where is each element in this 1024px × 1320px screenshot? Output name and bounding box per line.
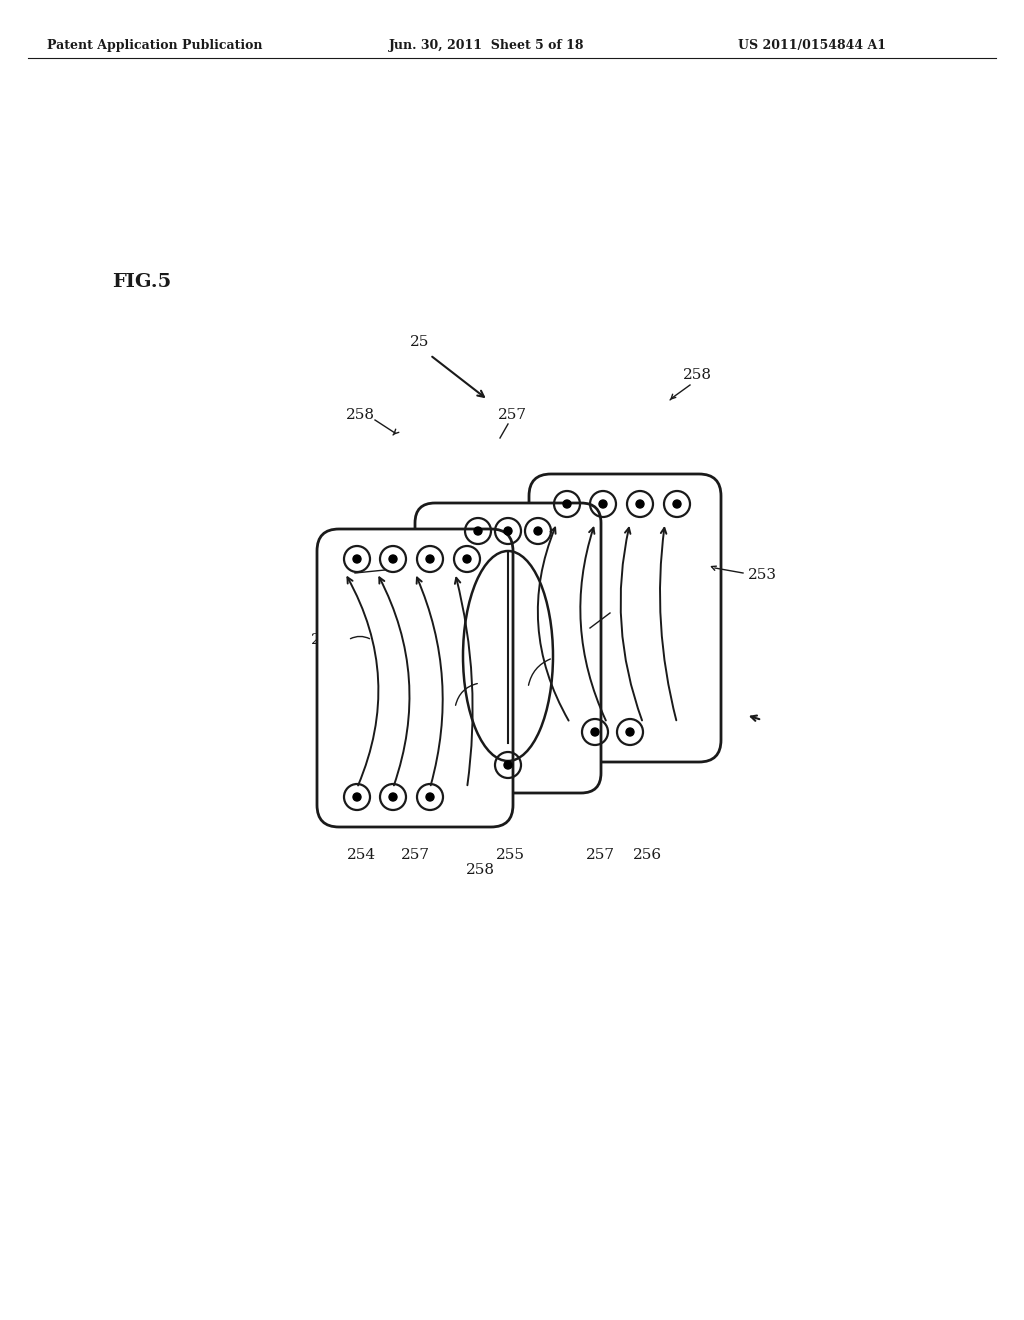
Text: US 2011/0154844 A1: US 2011/0154844 A1 — [738, 38, 886, 51]
Circle shape — [636, 500, 644, 508]
Circle shape — [534, 527, 542, 535]
Text: 251: 251 — [311, 634, 340, 647]
Text: 25: 25 — [411, 335, 430, 348]
Text: 253: 253 — [748, 568, 777, 582]
Circle shape — [591, 729, 599, 737]
FancyBboxPatch shape — [529, 474, 721, 762]
Text: 255: 255 — [496, 847, 524, 862]
Circle shape — [463, 554, 471, 564]
Circle shape — [426, 554, 434, 564]
Text: 254: 254 — [347, 847, 377, 862]
Circle shape — [389, 554, 397, 564]
Text: 257: 257 — [586, 847, 614, 862]
Circle shape — [353, 793, 361, 801]
FancyBboxPatch shape — [415, 503, 601, 793]
Circle shape — [563, 500, 571, 508]
Circle shape — [504, 527, 512, 535]
Circle shape — [504, 762, 512, 770]
Text: 258: 258 — [345, 408, 375, 422]
Circle shape — [426, 793, 434, 801]
Circle shape — [673, 500, 681, 508]
Circle shape — [599, 500, 607, 508]
Text: FIG.5: FIG.5 — [112, 273, 171, 290]
Circle shape — [353, 554, 361, 564]
FancyBboxPatch shape — [317, 529, 513, 828]
Text: 258: 258 — [683, 368, 712, 381]
Text: 256: 256 — [634, 847, 663, 862]
Text: 258: 258 — [466, 863, 495, 876]
Text: 257: 257 — [400, 847, 429, 862]
Text: Jun. 30, 2011  Sheet 5 of 18: Jun. 30, 2011 Sheet 5 of 18 — [389, 38, 585, 51]
Text: Patent Application Publication: Patent Application Publication — [47, 38, 263, 51]
Circle shape — [389, 793, 397, 801]
Circle shape — [474, 527, 482, 535]
Circle shape — [626, 729, 634, 737]
Text: 252: 252 — [321, 568, 350, 582]
Text: 257: 257 — [498, 408, 526, 422]
